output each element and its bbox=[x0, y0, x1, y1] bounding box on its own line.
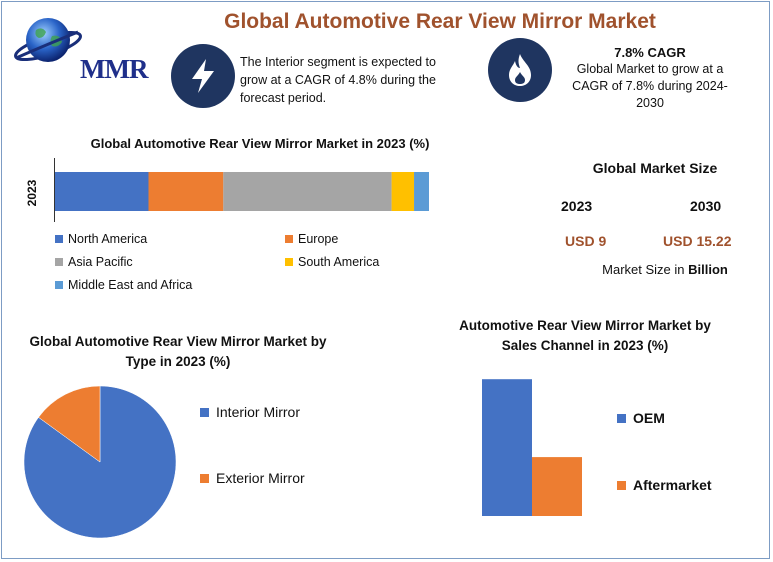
legend-label: South America bbox=[298, 255, 380, 269]
interior-segment-text: The Interior segment is expected to grow… bbox=[240, 55, 436, 105]
year-2030-label: 2030 bbox=[690, 198, 722, 214]
legend-item-south-america: South America bbox=[285, 255, 379, 269]
legend-label: Middle East and Africa bbox=[68, 278, 193, 292]
regional-stacked-bar bbox=[55, 172, 429, 211]
cagr-info: 7.8% CAGR Global Market to grow at a CAG… bbox=[560, 44, 740, 112]
legend-label: Europe bbox=[298, 232, 339, 246]
stack-axis-line bbox=[54, 158, 55, 222]
lightning-icon-badge bbox=[171, 44, 235, 108]
legend-label: Interior Mirror bbox=[216, 404, 301, 420]
legend-swatch bbox=[55, 281, 63, 289]
legend-label: OEM bbox=[633, 410, 665, 426]
legend-item-middle-east-and-africa: Middle East and Africa bbox=[55, 278, 192, 292]
legend-item-north-america: North America bbox=[55, 232, 147, 246]
legend-swatch bbox=[285, 258, 293, 266]
stack-segment-europe bbox=[148, 172, 224, 211]
cagr-text: Global Market to grow at a CAGR of 7.8% … bbox=[572, 62, 728, 110]
legend-label: Aftermarket bbox=[633, 477, 712, 493]
legend-label: North America bbox=[68, 232, 148, 246]
legend-swatch bbox=[55, 235, 63, 243]
legend-item-oem: OEM bbox=[617, 410, 665, 426]
stack-segment-middle-east-and-africa bbox=[414, 172, 429, 211]
stack-segment-north-america bbox=[55, 172, 149, 211]
legend-swatch bbox=[200, 407, 209, 417]
value-2030: USD 15.22 bbox=[663, 233, 732, 249]
page-title: Global Automotive Rear View Mirror Marke… bbox=[224, 10, 656, 33]
value-2023: USD 9 bbox=[565, 233, 607, 249]
legend-swatch bbox=[617, 480, 626, 490]
legend-swatch bbox=[285, 235, 293, 243]
legend-swatch bbox=[55, 258, 63, 266]
logo-text: MMR bbox=[80, 54, 148, 84]
unit-bold: Billion bbox=[688, 262, 728, 277]
legend-item-asia-pacific: Asia Pacific bbox=[55, 255, 133, 269]
stack-segment-asia-pacific bbox=[223, 172, 392, 211]
bar-oem bbox=[482, 379, 532, 516]
cagr-heading: 7.8% CAGR bbox=[614, 45, 686, 60]
regional-chart-title: Global Automotive Rear View Mirror Marke… bbox=[90, 136, 430, 151]
stack-y-tick-label: 2023 bbox=[25, 179, 39, 206]
legend-swatch bbox=[200, 473, 209, 483]
channel-chart-title: Automotive Rear View Mirror Market by Sa… bbox=[459, 318, 711, 353]
globe-icon bbox=[14, 18, 82, 62]
legend-item-aftermarket: Aftermarket bbox=[617, 477, 712, 493]
legend-item-exterior-mirror: Exterior Mirror bbox=[200, 470, 305, 486]
unit-prefix: Market Size in bbox=[602, 262, 685, 277]
flame-icon bbox=[509, 54, 531, 86]
legend-label: Asia Pacific bbox=[68, 255, 133, 269]
pie-slice-exterior-mirror bbox=[38, 385, 101, 463]
bar-aftermarket bbox=[532, 457, 582, 516]
market-size-title: Global Market Size bbox=[592, 160, 718, 176]
stack-y-category: 2023 bbox=[25, 179, 39, 206]
channel-bar-chart bbox=[482, 379, 582, 516]
mmr-logo: MMR bbox=[12, 14, 162, 84]
legend-item-interior-mirror: Interior Mirror bbox=[200, 404, 300, 420]
type-pie-chart bbox=[23, 385, 177, 539]
market-size-unit: Market Size in Billion bbox=[565, 262, 765, 277]
lightning-icon bbox=[192, 59, 214, 93]
flame-icon-badge bbox=[488, 38, 552, 102]
legend-item-europe: Europe bbox=[285, 232, 338, 246]
legend-swatch bbox=[617, 413, 626, 423]
legend-label: Exterior Mirror bbox=[216, 470, 305, 486]
stack-segment-south-america bbox=[391, 172, 415, 211]
type-chart-title: Global Automotive Rear View Mirror Marke… bbox=[29, 334, 327, 369]
year-2023-label: 2023 bbox=[561, 198, 593, 214]
